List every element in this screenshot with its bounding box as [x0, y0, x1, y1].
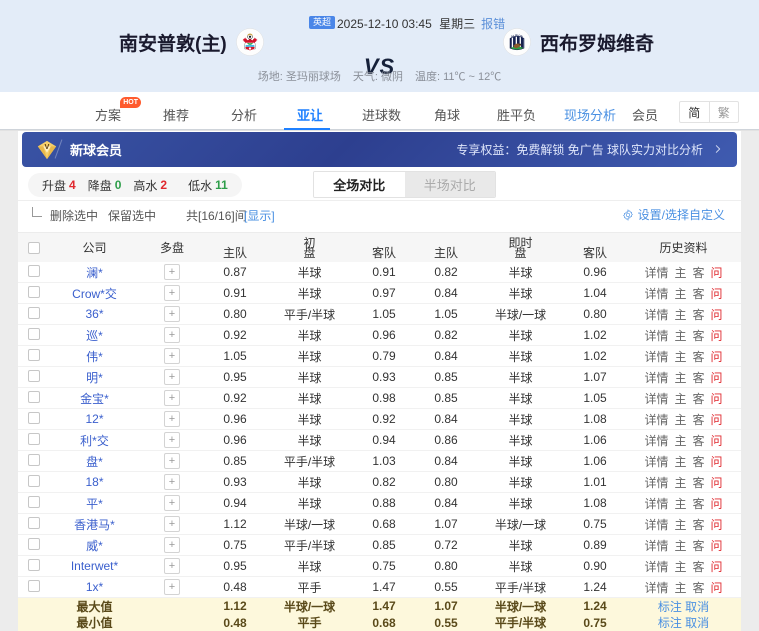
svg-text:V: V — [45, 142, 50, 151]
